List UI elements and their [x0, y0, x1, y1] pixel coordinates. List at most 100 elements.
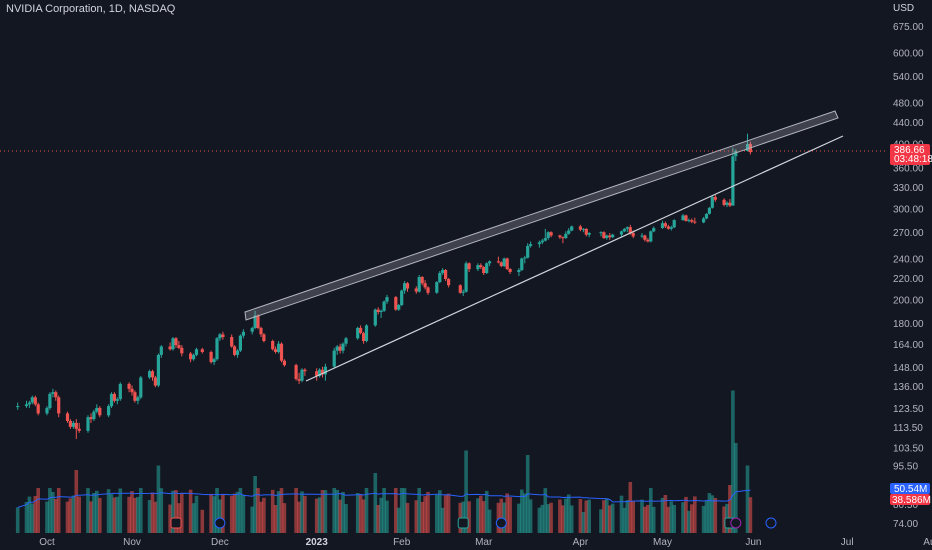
- earnings-marker-icon[interactable]: [457, 517, 469, 529]
- volume-bar: [259, 501, 263, 533]
- volume-bar: [734, 443, 738, 533]
- candle-body: [587, 233, 591, 235]
- last-price-badge-bg: [890, 144, 930, 165]
- volume-bar: [467, 501, 471, 533]
- volume-bar: [558, 499, 562, 533]
- candle-body: [467, 263, 471, 270]
- drawings-layer[interactable]: [0, 110, 888, 382]
- candle-body: [109, 393, 114, 407]
- candle-body: [619, 231, 624, 235]
- volume-bar: [48, 488, 52, 533]
- candle-body: [438, 273, 442, 283]
- volume-bar: [36, 488, 40, 533]
- volume-value: 38.586M: [892, 495, 931, 506]
- candle-body: [441, 270, 445, 273]
- candle-body: [27, 402, 31, 405]
- candle-body: [118, 383, 122, 400]
- candle-body: [710, 196, 714, 208]
- candle-body: [16, 406, 20, 408]
- candle-body: [722, 199, 726, 205]
- candle-body: [233, 346, 237, 355]
- last-price-badge: 386.66 03:48:18: [890, 144, 932, 165]
- volume-bar: [748, 497, 753, 533]
- candle-body: [672, 220, 676, 228]
- volume-bar: [98, 497, 102, 533]
- volume-bar: [728, 485, 732, 533]
- time-axis[interactable]: Oct Nov Dec 2023 Feb Mar Apr May Jun Jul Aug: [39, 537, 932, 548]
- candle-body: [323, 366, 327, 375]
- volume-bar: [496, 502, 501, 533]
- volume-bar: [528, 499, 533, 533]
- volume-bar: [139, 488, 143, 533]
- candle-body: [444, 270, 448, 279]
- support-trendline[interactable]: [305, 135, 844, 382]
- candle-body: [24, 404, 29, 407]
- candle-body: [570, 226, 574, 231]
- volume-bar: [89, 501, 93, 533]
- candle-body: [482, 267, 486, 273]
- candle-body: [335, 346, 339, 351]
- currency-label: USD: [893, 3, 914, 14]
- price-tick-label: 480.00: [893, 99, 924, 110]
- volume-bar: [569, 505, 574, 533]
- candle-body: [271, 341, 275, 350]
- volume-moving-average: [17, 489, 751, 508]
- volume-bar: [508, 497, 512, 533]
- candle-body: [458, 285, 462, 293]
- time-tick-label: Mar: [475, 537, 493, 548]
- candle-body: [496, 261, 500, 263]
- earnings-marker-icon[interactable]: [170, 517, 182, 529]
- volume-bar: [599, 509, 603, 533]
- candle-body: [702, 218, 706, 223]
- volume-bar: [215, 488, 219, 533]
- price-axis[interactable]: 675.00600.00540.00480.00440.00400.00360.…: [893, 22, 924, 530]
- candle-body: [414, 288, 418, 292]
- volume-bar: [690, 504, 694, 533]
- candle-body: [192, 354, 196, 360]
- time-tick-label: 2023: [306, 537, 329, 548]
- volume-bar: [707, 493, 712, 533]
- candle-body: [405, 283, 410, 289]
- price-tick-label: 103.50: [893, 444, 924, 455]
- candle-body: [693, 221, 697, 223]
- time-tick-label: Oct: [39, 537, 55, 548]
- candle-body: [74, 422, 78, 429]
- volume-bar: [338, 499, 342, 533]
- volume-bar: [619, 495, 624, 533]
- candle-body: [194, 349, 199, 355]
- resistance-channel[interactable]: [244, 110, 839, 321]
- candle-body: [379, 310, 383, 312]
- volume-bar: [672, 504, 676, 533]
- volume-bar: [253, 476, 257, 533]
- candle-body: [54, 392, 58, 398]
- candle-body: [745, 144, 750, 151]
- volume-bar: [546, 504, 550, 533]
- candle-body: [423, 283, 427, 288]
- event-markers[interactable]: [170, 517, 777, 529]
- dividend-marker-icon[interactable]: [495, 517, 507, 529]
- candle-body: [584, 228, 588, 235]
- candle-body: [177, 345, 181, 348]
- volume-bar: [262, 497, 266, 533]
- volume-bar: [681, 502, 685, 533]
- volume-bar: [704, 500, 709, 533]
- volume-bar: [396, 507, 401, 533]
- volume-bar: [426, 491, 430, 533]
- split-marker-icon[interactable]: [730, 517, 742, 529]
- candle-body: [150, 371, 155, 378]
- dividend-marker-icon[interactable]: [214, 517, 226, 529]
- price-tick-label: 220.00: [893, 274, 924, 285]
- candle-body: [115, 399, 119, 401]
- candle-body: [704, 213, 709, 219]
- volume-bar: [587, 499, 591, 533]
- volume-bar: [30, 503, 35, 533]
- candle-body: [51, 392, 55, 394]
- volume-bar: [250, 506, 254, 533]
- dividend-marker-icon[interactable]: [765, 517, 777, 529]
- candle-body: [303, 369, 307, 372]
- volume-bar: [440, 507, 445, 533]
- time-tick-label: Nov: [123, 537, 141, 548]
- volume-bar: [684, 496, 688, 533]
- volume-bar: [481, 501, 486, 533]
